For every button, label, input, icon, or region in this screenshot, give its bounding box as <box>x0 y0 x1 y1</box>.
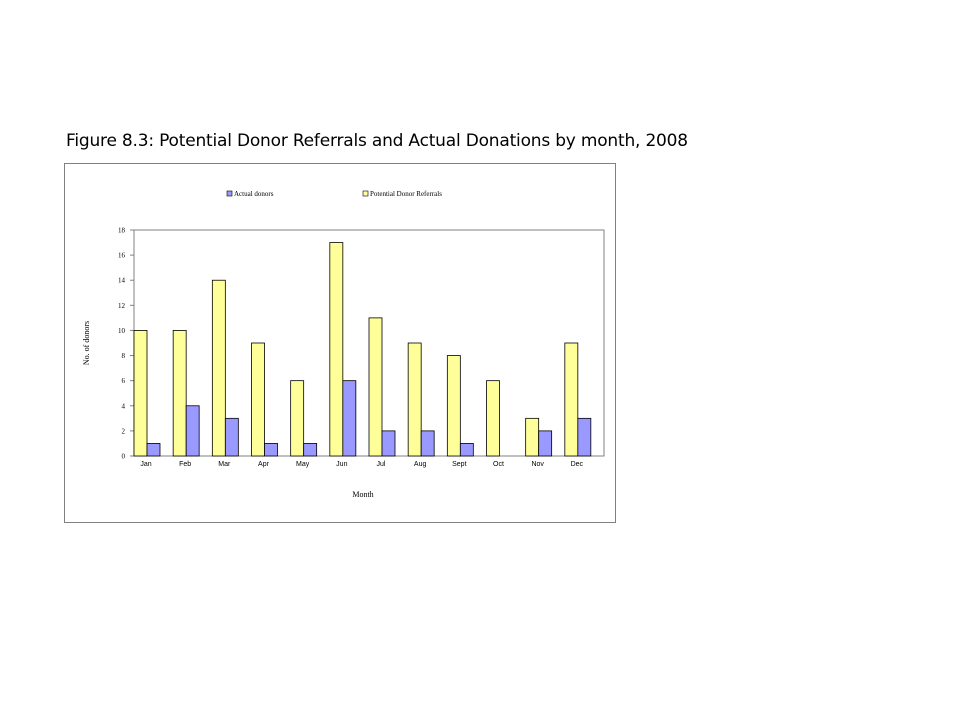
x-tick-label: Jan <box>140 461 151 468</box>
bar-actual-donors-aug <box>420 430 435 457</box>
x-tick-label: Mar <box>218 461 231 468</box>
bar-actual-donors-may <box>303 443 318 457</box>
chart-legend: Actual donors Potential Donor Referrals <box>226 190 442 198</box>
x-tick-label: Oct <box>493 461 504 468</box>
y-tick-label: 12 <box>118 302 126 310</box>
bar-actual-donors-jun <box>342 380 357 457</box>
y-tick-label: 16 <box>118 252 126 260</box>
y-tick-label: 14 <box>118 277 126 285</box>
x-tick-label: Feb <box>179 461 191 468</box>
bar-chart: Actual donors Potential Donor Referrals 0… <box>82 190 605 499</box>
y-axis: 0 2 4 6 8 10 12 14 16 18 <box>118 227 134 461</box>
bar-actual-donors-sept <box>459 443 474 457</box>
x-axis-title: Month <box>352 490 373 499</box>
x-axis: Jan Feb Mar Apr May Jun Jul Aug Sept Oct Nov Dec <box>140 461 583 468</box>
y-tick-label: 18 <box>118 227 126 235</box>
bar-actual-donors-jan <box>146 443 161 457</box>
bar-potential-referrals-dec <box>564 342 579 457</box>
x-tick-label: Apr <box>258 461 270 468</box>
bar-potential-referrals-apr <box>251 342 265 457</box>
y-tick-label: 10 <box>118 327 126 335</box>
bar-actual-donors-nov <box>538 430 553 457</box>
x-tick-label: Aug <box>414 461 427 468</box>
bar-potential-referrals-feb <box>172 330 187 457</box>
legend-label: Potential Donor Referrals <box>370 190 442 198</box>
y-axis-title: No. of donors <box>82 321 91 365</box>
bars <box>133 242 592 457</box>
bar-actual-donors-jul <box>381 430 396 457</box>
bar-actual-donors-apr <box>264 443 278 457</box>
legend-swatch <box>226 190 233 197</box>
bar-potential-referrals-jun <box>329 242 344 457</box>
x-tick-label: May <box>296 461 310 468</box>
bar-potential-referrals-aug <box>407 342 422 457</box>
y-tick-label: 8 <box>122 352 126 360</box>
legend-swatch <box>362 190 369 197</box>
bar-potential-referrals-jul <box>368 317 383 457</box>
figure-title: Figure 8.3: Potential Donor Referrals an… <box>66 131 688 151</box>
bar-potential-referrals-oct <box>486 380 500 457</box>
bar-actual-donors-mar <box>224 417 239 457</box>
legend-label: Actual donors <box>234 190 274 198</box>
x-tick-label: Nov <box>531 461 544 468</box>
bar-potential-referrals-sept <box>446 355 461 457</box>
x-tick-label: Sept <box>452 461 466 468</box>
y-tick-label: 0 <box>122 453 126 461</box>
y-tick-label: 4 <box>122 402 126 410</box>
bar-potential-referrals-nov <box>525 417 540 457</box>
bar-actual-donors-dec <box>577 417 592 457</box>
bar-potential-referrals-may <box>290 380 305 457</box>
x-tick-label: Jun <box>336 461 347 468</box>
y-tick-label: 6 <box>122 377 126 385</box>
bar-potential-referrals-jan <box>133 330 148 457</box>
x-tick-label: Dec <box>571 461 584 468</box>
bar-potential-referrals-mar <box>211 279 226 457</box>
y-tick-label: 2 <box>122 427 126 435</box>
chart-container: Actual donors Potential Donor Referrals 0… <box>64 163 616 523</box>
bar-actual-donors-feb <box>185 405 200 457</box>
x-tick-label: Jul <box>377 461 386 468</box>
